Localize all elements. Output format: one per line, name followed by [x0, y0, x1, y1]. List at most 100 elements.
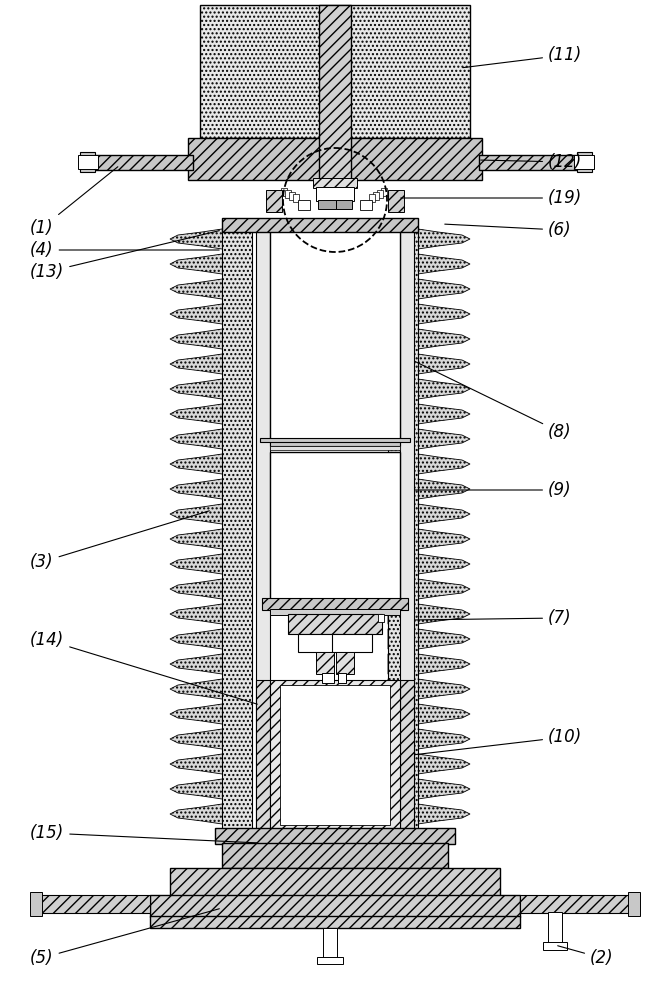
- Text: (6): (6): [445, 221, 572, 239]
- Bar: [78, 155, 98, 169]
- Text: (19): (19): [401, 189, 582, 207]
- Polygon shape: [170, 529, 252, 549]
- Text: (4): (4): [30, 241, 219, 259]
- Polygon shape: [388, 354, 470, 374]
- Bar: [338, 673, 346, 683]
- Polygon shape: [170, 704, 252, 724]
- Text: (3): (3): [30, 511, 209, 571]
- Bar: [281, 188, 287, 196]
- Bar: [323, 928, 337, 958]
- Polygon shape: [388, 704, 470, 724]
- Bar: [80, 152, 95, 172]
- Text: (11): (11): [463, 46, 582, 68]
- Polygon shape: [170, 479, 252, 499]
- Polygon shape: [170, 754, 252, 774]
- Bar: [369, 194, 375, 202]
- Polygon shape: [388, 379, 470, 399]
- Bar: [288, 614, 382, 634]
- Bar: [298, 200, 310, 210]
- Bar: [543, 942, 567, 950]
- Polygon shape: [388, 629, 470, 649]
- Bar: [200, 5, 470, 138]
- Polygon shape: [170, 404, 252, 424]
- Text: (10): (10): [415, 728, 582, 755]
- Text: (2): (2): [557, 946, 614, 967]
- Bar: [285, 190, 291, 198]
- Polygon shape: [388, 654, 470, 674]
- Bar: [30, 892, 42, 916]
- Polygon shape: [388, 479, 470, 499]
- Polygon shape: [170, 229, 252, 249]
- Polygon shape: [388, 754, 470, 774]
- Polygon shape: [170, 654, 252, 674]
- Polygon shape: [388, 429, 470, 449]
- Polygon shape: [388, 454, 470, 474]
- Bar: [479, 155, 579, 170]
- Bar: [381, 188, 387, 196]
- Polygon shape: [170, 454, 252, 474]
- Bar: [298, 634, 338, 652]
- Bar: [215, 828, 455, 844]
- Bar: [377, 190, 383, 198]
- Polygon shape: [170, 554, 252, 574]
- Bar: [520, 895, 630, 913]
- Bar: [336, 200, 352, 209]
- Bar: [256, 680, 270, 830]
- Polygon shape: [170, 329, 252, 349]
- Bar: [262, 598, 408, 610]
- Bar: [373, 192, 379, 200]
- Polygon shape: [170, 679, 252, 699]
- Text: (12): (12): [481, 153, 582, 171]
- Bar: [40, 895, 150, 913]
- Bar: [270, 440, 400, 446]
- Bar: [280, 685, 390, 825]
- Bar: [319, 5, 351, 180]
- Polygon shape: [170, 629, 252, 649]
- Polygon shape: [170, 429, 252, 449]
- Text: (14): (14): [30, 631, 257, 704]
- Bar: [222, 218, 418, 232]
- Polygon shape: [388, 279, 470, 299]
- Bar: [270, 609, 400, 615]
- Polygon shape: [170, 304, 252, 324]
- Bar: [270, 452, 400, 600]
- Text: (8): (8): [415, 361, 572, 441]
- Polygon shape: [388, 779, 470, 799]
- Bar: [378, 614, 384, 622]
- Polygon shape: [170, 279, 252, 299]
- Polygon shape: [170, 604, 252, 624]
- Polygon shape: [388, 504, 470, 524]
- Bar: [316, 187, 354, 201]
- Text: (9): (9): [415, 481, 572, 499]
- Bar: [188, 138, 482, 180]
- Bar: [222, 228, 252, 830]
- Polygon shape: [170, 504, 252, 524]
- Polygon shape: [388, 304, 470, 324]
- Bar: [256, 228, 270, 828]
- Bar: [150, 916, 520, 928]
- Bar: [316, 652, 334, 674]
- Bar: [270, 228, 400, 440]
- Bar: [400, 680, 414, 830]
- Bar: [388, 190, 404, 212]
- Bar: [270, 680, 400, 830]
- Bar: [318, 200, 336, 209]
- Polygon shape: [170, 579, 252, 599]
- Bar: [170, 868, 500, 896]
- Text: (5): (5): [30, 909, 219, 967]
- Polygon shape: [170, 729, 252, 749]
- Bar: [222, 843, 448, 868]
- Bar: [150, 895, 520, 917]
- Polygon shape: [388, 329, 470, 349]
- Bar: [317, 957, 343, 964]
- Bar: [628, 892, 640, 916]
- Bar: [293, 194, 299, 202]
- Polygon shape: [170, 354, 252, 374]
- Bar: [260, 438, 410, 442]
- Polygon shape: [388, 404, 470, 424]
- Polygon shape: [388, 604, 470, 624]
- Polygon shape: [388, 554, 470, 574]
- Bar: [266, 190, 282, 212]
- Bar: [400, 228, 414, 828]
- Bar: [577, 152, 592, 172]
